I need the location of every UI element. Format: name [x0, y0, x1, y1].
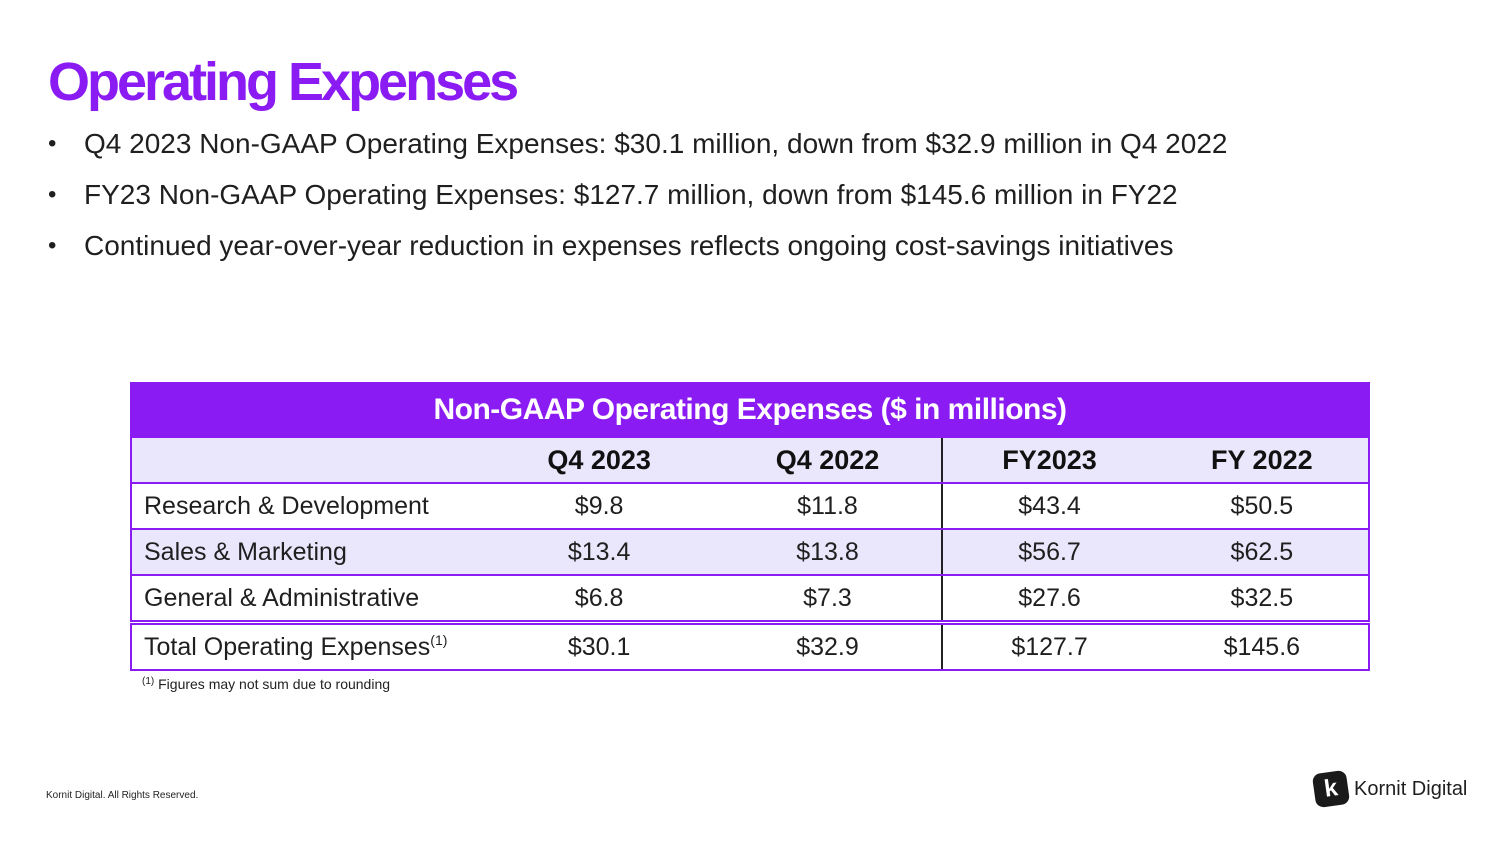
column-header: FY2023	[942, 436, 1156, 484]
table-cell: $50.5	[1155, 482, 1369, 530]
row-label: General & Administrative	[131, 574, 485, 624]
table-cell: $30.1	[484, 620, 714, 671]
bullet-dot-icon: •	[48, 181, 57, 208]
table-cell: $32.9	[713, 620, 944, 671]
table-cell: $13.4	[484, 528, 714, 576]
header-empty-cell	[131, 436, 485, 484]
table-row: Research & Development $9.8 $11.8 $43.4 …	[131, 482, 1369, 530]
copyright-text: Kornit Digital. All Rights Reserved.	[46, 790, 199, 801]
logo-text: Kornit Digital	[1354, 777, 1468, 800]
column-header: Q4 2023	[484, 436, 714, 484]
bullet-item: • Q4 2023 Non-GAAP Operating Expenses: $3…	[48, 118, 1448, 169]
table-row: Sales & Marketing $13.4 $13.8 $56.7 $62.…	[131, 528, 1369, 576]
row-label: Total Operating Expenses(1)	[131, 620, 485, 671]
table-row: General & Administrative $6.8 $7.3 $27.6…	[131, 574, 1369, 624]
kornit-logo-icon: k	[1311, 769, 1351, 809]
table-cell: $13.8	[713, 528, 944, 576]
table-cell: $127.7	[942, 620, 1156, 671]
table-cell: $32.5	[1155, 574, 1369, 624]
table-cell: $27.6	[942, 574, 1156, 624]
footnote-marker: (1)	[430, 632, 448, 648]
table-cell: $43.4	[942, 482, 1156, 530]
table-cell: $62.5	[1155, 528, 1369, 576]
bullet-item: • FY23 Non-GAAP Operating Expenses: $127.…	[48, 169, 1448, 220]
column-header: Q4 2022	[713, 436, 944, 484]
row-label: Sales & Marketing	[131, 528, 485, 576]
table-cell: $56.7	[942, 528, 1156, 576]
bullet-dot-icon: •	[48, 232, 57, 259]
table-cell: $9.8	[484, 482, 714, 530]
opex-table-container: Non-GAAP Operating Expenses ($ in millio…	[130, 382, 1370, 671]
column-header: FY 2022	[1155, 436, 1369, 484]
page-title: Operating Expenses	[48, 52, 519, 112]
bullet-item: • Continued year-over-year reduction in e…	[48, 220, 1448, 271]
footnote-marker: (1)	[142, 676, 155, 687]
bullet-list: • Q4 2023 Non-GAAP Operating Expenses: $3…	[48, 118, 1448, 271]
table-cell: $7.3	[713, 574, 944, 624]
bullet-dot-icon: •	[48, 130, 57, 157]
table-cell: $145.6	[1155, 620, 1369, 671]
company-logo: k Kornit Digital	[1311, 769, 1468, 809]
table-cell: $6.8	[484, 574, 714, 624]
table-cell: $11.8	[713, 482, 944, 530]
total-row: Total Operating Expenses(1) $30.1 $32.9 …	[131, 620, 1369, 671]
table-caption: Non-GAAP Operating Expenses ($ in millio…	[130, 382, 1370, 438]
footnote: (1) Figures may not sum due to rounding	[142, 676, 391, 692]
opex-table: Non-GAAP Operating Expenses ($ in millio…	[130, 382, 1370, 671]
row-label: Research & Development	[131, 482, 485, 530]
table-header-row: Q4 2023 Q4 2022 FY2023 FY 2022	[131, 436, 1369, 484]
